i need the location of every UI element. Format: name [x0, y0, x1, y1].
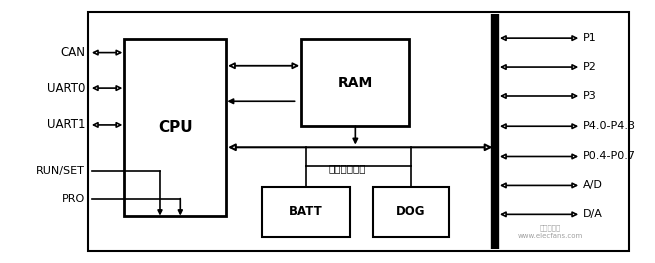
Text: RAM: RAM — [338, 76, 373, 90]
Bar — [373, 187, 449, 237]
Text: UART0: UART0 — [47, 82, 85, 95]
Text: P0.4-P0.7: P0.4-P0.7 — [583, 151, 636, 161]
Bar — [301, 39, 409, 126]
Text: A/D: A/D — [583, 180, 603, 190]
Text: CPU: CPU — [158, 120, 193, 135]
Text: 电子发烧网
www.elecfans.com: 电子发烧网 www.elecfans.com — [517, 225, 583, 239]
Bar — [88, 12, 629, 251]
Text: DOG: DOG — [396, 205, 426, 218]
Text: BATT: BATT — [290, 205, 323, 218]
Text: D/A: D/A — [583, 209, 603, 219]
Text: P3: P3 — [583, 91, 597, 101]
Text: P4.0-P4.3: P4.0-P4.3 — [583, 121, 636, 131]
Text: UART1: UART1 — [47, 118, 85, 132]
Text: PRO: PRO — [62, 194, 85, 204]
Bar — [124, 39, 226, 216]
Text: P2: P2 — [583, 62, 597, 72]
Text: RUN/SET: RUN/SET — [36, 166, 85, 176]
Text: CAN: CAN — [60, 46, 85, 59]
Bar — [262, 187, 350, 237]
Text: P1: P1 — [583, 33, 597, 43]
Text: 嵌入扩展接口: 嵌入扩展接口 — [328, 163, 366, 173]
